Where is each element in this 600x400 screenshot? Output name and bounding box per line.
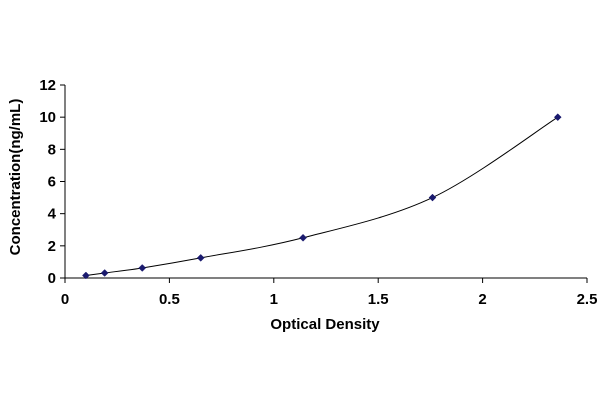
data-point: [138, 264, 147, 272]
x-tick-label: 2: [478, 291, 486, 308]
fit-curve: [85, 116, 559, 276]
y-tick-label: 12: [39, 77, 56, 94]
axes: [64, 85, 587, 279]
y-tick-label: 0: [48, 270, 56, 287]
x-tick-label: 2.5: [577, 291, 598, 308]
data-point: [100, 269, 109, 277]
y-ticks: 0 2 4 6 8 10 12: [39, 77, 65, 287]
data-point: [82, 271, 90, 280]
y-tick-label: 8: [48, 141, 56, 158]
data-point: [428, 193, 437, 202]
y-tick-label: 6: [48, 174, 56, 191]
x-tick-label: 0: [61, 291, 69, 308]
y-tick-label: 2: [48, 238, 56, 255]
data-points: [82, 113, 562, 280]
x-axis-title: Optical Density: [270, 316, 380, 333]
x-tick-label: 1: [270, 291, 278, 308]
data-point: [299, 233, 307, 242]
y-axis-title: Concentration(ng/mL): [7, 99, 24, 256]
x-tick-label: 0.5: [159, 291, 180, 308]
x-ticks: 0 0.5 1 1.5 2 2.5: [61, 278, 598, 308]
x-tick-label: 1.5: [368, 291, 389, 308]
y-tick-label: 10: [39, 109, 56, 126]
data-point: [196, 254, 205, 262]
y-tick-label: 4: [48, 206, 57, 223]
data-point: [553, 113, 562, 122]
